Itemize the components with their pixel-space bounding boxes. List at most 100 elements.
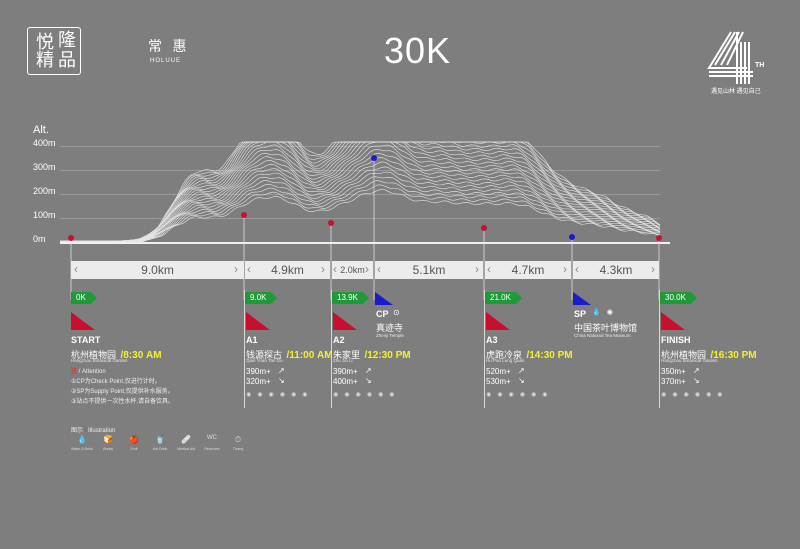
a3-marker — [481, 225, 487, 231]
ridge-line — [59, 157, 661, 244]
station-code: START — [71, 335, 101, 345]
segment-distance: 4.3km — [599, 263, 633, 277]
medical-aid-icon: 🩹 — [181, 435, 191, 444]
chevron-right-icon: › — [651, 262, 655, 276]
legend-label: Water & Drink — [71, 447, 93, 451]
hot-drink-icon: 🥤 — [155, 435, 165, 444]
ridge-line — [59, 176, 661, 244]
gridline — [60, 218, 660, 219]
station-name-en: Hangzhou Botanical Garden — [661, 358, 718, 363]
ridge-line — [59, 141, 661, 244]
station-name-row: 杭州植物园 /16:30 PM — [661, 350, 757, 361]
station-divider — [244, 290, 245, 408]
chevron-left-icon: ‹ — [487, 262, 491, 276]
station-name-cn: 真迹寺 — [376, 323, 404, 333]
segment-bar — [332, 261, 373, 279]
altitude-label: 300m — [33, 162, 56, 172]
segment-distance: 9.0km — [141, 263, 174, 277]
station-name-cn: 中国茶叶博物馆 — [574, 323, 638, 333]
station-name-row: 钱源探古 /11:00 AM — [246, 350, 333, 361]
elevation-gain: 390m+ — [246, 367, 271, 376]
elevation-ridges — [59, 141, 661, 244]
station-code: A2 — [333, 335, 345, 345]
ridge-line — [59, 149, 661, 244]
ascent-icon: ↗ — [518, 366, 525, 375]
km-badge: 30.0K — [660, 292, 697, 304]
chevron-left-icon: ‹ — [333, 262, 337, 276]
elevation-gain: 390m+ — [333, 367, 358, 376]
altitude-label: 200m — [33, 186, 56, 196]
chevron-left-icon: ‹ — [74, 262, 78, 276]
aid-station-flag-icon — [486, 312, 510, 330]
restroom-icon: WC — [207, 435, 217, 441]
station-name-en: Zhu Jia Li — [333, 358, 353, 363]
elevation-loss: 320m+ — [246, 377, 271, 386]
elevation-loss: 530m+ — [486, 377, 511, 386]
station-name-en: Qian Yuan Tan Gu — [246, 358, 283, 363]
gridline — [60, 146, 660, 147]
cutoff-time: 8:30 AM — [123, 350, 162, 361]
logo-char-4: 品 — [58, 50, 76, 71]
station-name-row: 杭州植物园 /8:30 AM — [71, 350, 162, 361]
ridge-line — [59, 141, 661, 244]
segment-bar — [245, 261, 330, 279]
station-code: FINISH — [661, 335, 691, 345]
legend-label: Timing — [232, 447, 244, 451]
a2-marker — [328, 220, 334, 226]
station-name-en: Hu Pao Leng Quan — [486, 358, 525, 363]
logo-char-3: 精 — [36, 50, 54, 71]
elevation-gain: 350m+ — [661, 367, 686, 376]
elevation-loss: 370m+ — [661, 377, 686, 386]
attention-note: ②SP为Supply Point,仅提供补水服务。 — [71, 389, 174, 395]
station-code: A3 — [486, 335, 498, 345]
station-code: CP — [376, 309, 389, 319]
descent-icon: ↘ — [693, 376, 700, 385]
race-logo: 隆 悦 精 品 — [27, 27, 81, 75]
station-divider — [331, 290, 332, 408]
supply-point-flag-icon — [573, 292, 591, 305]
station-name-cn: 朱家里 — [333, 350, 361, 360]
legend-label: Medical Aid — [177, 447, 195, 451]
race-distance: 30K — [384, 30, 452, 71]
descent-icon: ↘ — [365, 376, 372, 385]
station-name-row: 朱家里 /12:30 PM — [333, 350, 411, 361]
altitude-label: 0m — [33, 234, 46, 244]
elevation-loss: 400m+ — [333, 377, 358, 386]
chevron-right-icon: › — [475, 262, 479, 276]
chevron-right-icon: › — [234, 262, 238, 276]
ridge-line — [59, 184, 661, 244]
service-icons: ◉◉◉◉◉◉ — [333, 392, 401, 398]
edition-suffix: TH — [755, 62, 765, 69]
chevron-right-icon: › — [563, 262, 567, 276]
km-badge: 21.0K — [485, 292, 522, 304]
station-name-cn: 虎跑冷泉 — [486, 350, 523, 360]
aid-station-flag-icon — [333, 312, 357, 330]
segment-distance: 5.1km — [412, 263, 446, 277]
legend-label: Hot Drink — [152, 447, 168, 451]
elevation-profile — [59, 141, 662, 300]
attention-title: 注 / Attention — [71, 369, 106, 375]
station-name-cn: 钱源探古 — [246, 350, 283, 360]
aid-station-flag-icon — [71, 312, 95, 330]
station-name-row: 虎跑冷泉 /14:30 PM — [486, 350, 573, 361]
altitude-label: 100m — [33, 210, 56, 220]
ridge-line — [60, 180, 661, 244]
ridge-line — [59, 166, 661, 244]
edition-badge: TH 4 — [701, 28, 773, 98]
illustration-title: 图示 / Illustration — [71, 428, 116, 434]
gridline — [60, 194, 660, 195]
segment-bar — [573, 261, 659, 279]
altitude-label: 400m — [33, 138, 56, 148]
elevation-baseline — [60, 242, 670, 244]
station-divider — [659, 290, 660, 408]
brand-name-en: HOLUUE — [150, 58, 182, 64]
km-badge: 9.0K — [245, 292, 279, 304]
aid-station-flag-icon — [246, 312, 270, 330]
descent-icon: ↘ — [518, 376, 525, 385]
station-name-en: China National Tea Museum — [574, 333, 631, 338]
descent-icon: ↘ — [278, 376, 285, 385]
timing-icon: ⊙ — [393, 308, 400, 317]
brand-name-cn: 常 惠 — [148, 39, 190, 55]
cutoff-time: 11:00 AM — [289, 350, 333, 361]
aid-station-flag-icon — [661, 312, 685, 330]
